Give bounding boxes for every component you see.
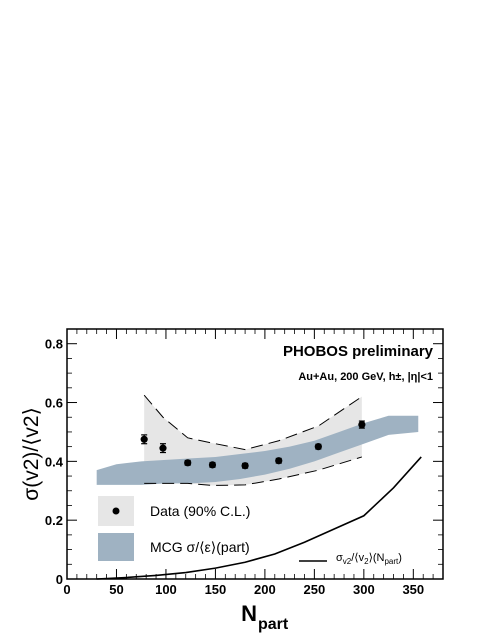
y-tick-label: 0.6	[45, 396, 63, 411]
data-point	[275, 457, 283, 465]
data-band-lower-edge	[144, 456, 363, 486]
data-point	[159, 444, 167, 452]
y-axis-label: σ(v2)/⟨v2⟩	[20, 407, 43, 501]
x-tick-label: 200	[254, 582, 276, 597]
data-point	[314, 443, 322, 451]
legend-line-mid-sub: 2	[364, 557, 369, 566]
data-point	[184, 459, 192, 467]
y-tick-label: 0.4	[45, 454, 64, 469]
data-point	[140, 435, 148, 443]
legend-data-label: Data (90% C.L.)	[150, 503, 250, 519]
chart-title: PHOBOS preliminary	[283, 343, 434, 360]
legend-line-tail-sub: part	[384, 557, 399, 566]
x-tick-label: 350	[402, 582, 424, 597]
mcg-band	[96, 415, 419, 485]
legend-line-close: )	[398, 552, 402, 564]
legend-line-mid: /⟨v	[351, 552, 364, 564]
x-axis-label-subscript: part	[258, 616, 289, 633]
x-tick-label: 50	[109, 582, 123, 597]
data-band-upper-edge	[143, 394, 363, 451]
x-axis-label: N	[241, 601, 257, 626]
x-tick-label: 250	[304, 582, 326, 597]
legend-line-tail: ⟩(N	[369, 552, 385, 564]
npart-curve	[96, 456, 422, 580]
data-point	[241, 462, 249, 470]
y-tick-label: 0.8	[45, 337, 63, 352]
plot-layer	[96, 394, 422, 580]
y-tick-label: 0	[56, 572, 63, 587]
legend-line-sigma-sub: v2	[343, 557, 352, 566]
legend-mcg-swatch	[98, 533, 134, 561]
legend-line-sigma: σ	[336, 552, 343, 564]
chart-subtitle: Au+Au, 200 GeV, h±, |η|<1	[298, 371, 433, 383]
legend-mcg-label: MCG σ/⟨ε⟩(part)	[150, 539, 250, 555]
axis-layer: 0 50 100 150 200 250 300 350 0 0.2 0.4 0.6 0.8	[45, 329, 443, 597]
x-tick-label: 0	[63, 582, 70, 597]
legend-data-marker	[112, 507, 120, 515]
data-point	[358, 420, 366, 429]
x-tick-label: 100	[155, 582, 177, 597]
data-point	[208, 461, 217, 469]
y-tick-label: 0.2	[45, 513, 63, 528]
legend-line-label: σv2/⟨v2⟩(Npart)	[336, 552, 402, 566]
x-tick-label: 300	[353, 582, 375, 597]
x-tick-label: 150	[205, 582, 227, 597]
legend: Data (90% C.L.) MCG σ/⟨ε⟩(part) σv2/⟨v2⟩…	[98, 496, 402, 566]
